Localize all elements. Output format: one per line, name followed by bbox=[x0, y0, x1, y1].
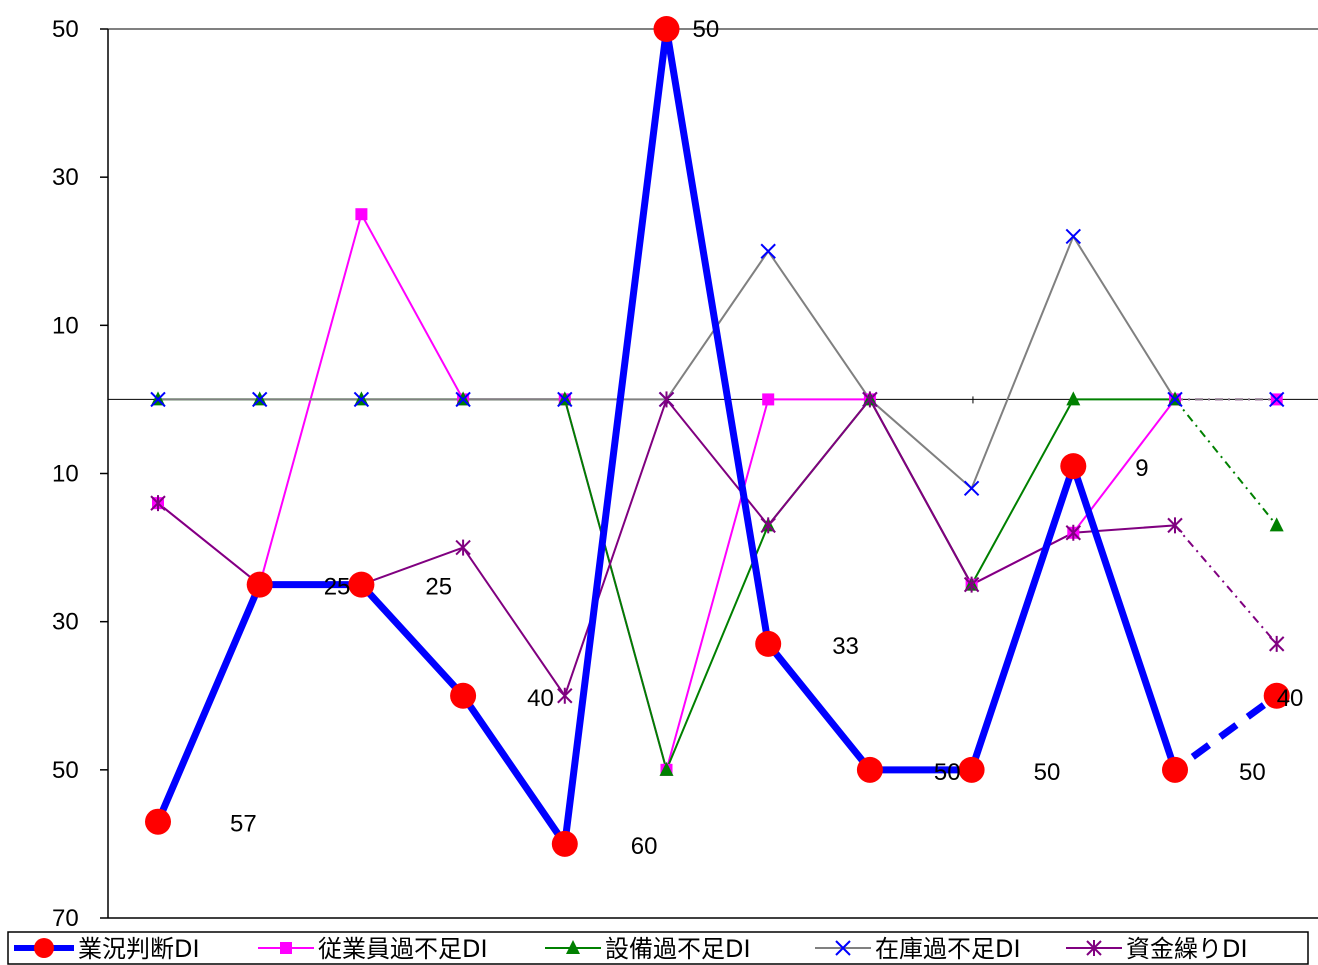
data-label: 60 bbox=[631, 833, 658, 860]
y-tick-label: 10 bbox=[52, 312, 79, 339]
legend: 業況判断DI 従業員過不足DI 設備過不足DI 在庫過不足DI 資金繰りDI bbox=[7, 931, 1309, 965]
marker-x-stroke bbox=[557, 391, 573, 408]
legend-item: 設備過不足DI bbox=[545, 935, 751, 963]
series-line bbox=[154, 28, 1179, 854]
marker-circle bbox=[551, 830, 578, 857]
series-forecast-line bbox=[1172, 692, 1279, 773]
marker-star bbox=[963, 576, 980, 593]
marker-x-stroke bbox=[835, 940, 851, 956]
legend-item: 在庫過不足DI bbox=[815, 935, 1021, 963]
y-tick-label: 30 bbox=[52, 164, 79, 191]
marker-circle bbox=[450, 682, 477, 709]
marker-x bbox=[760, 243, 776, 259]
series-markers bbox=[145, 16, 1290, 857]
legend-label: 在庫過不足DI bbox=[875, 935, 1021, 963]
series-line bbox=[157, 397, 1176, 698]
marker-x-stroke bbox=[1167, 391, 1183, 408]
marker-circle bbox=[246, 571, 273, 598]
marker-square bbox=[280, 942, 292, 954]
marker-x-stroke bbox=[251, 391, 268, 408]
marker-x bbox=[1268, 391, 1285, 408]
marker-circle bbox=[1263, 682, 1290, 709]
marker-circle bbox=[755, 630, 782, 657]
marker-star bbox=[760, 517, 776, 534]
marker-circle bbox=[1162, 756, 1188, 783]
data-label: 50 bbox=[934, 759, 961, 786]
marker-x bbox=[1065, 228, 1082, 245]
marker-circle bbox=[856, 756, 883, 783]
marker-star bbox=[1167, 517, 1183, 534]
data-label: 25 bbox=[425, 574, 452, 601]
marker-x-stroke bbox=[963, 480, 980, 497]
legend-label: 業況判断DI bbox=[78, 935, 200, 963]
y-tick-label: 30 bbox=[52, 609, 79, 636]
legend-label: 設備過不足DI bbox=[605, 935, 751, 963]
marker-star bbox=[455, 539, 471, 556]
data-label: 33 bbox=[832, 633, 859, 660]
marker-x bbox=[251, 391, 268, 408]
marker-triangle bbox=[566, 940, 580, 954]
marker-x bbox=[455, 391, 471, 408]
y-tick-label: 50 bbox=[52, 757, 79, 784]
legend-label: 従業員過不足DI bbox=[318, 935, 488, 963]
marker-x bbox=[835, 940, 851, 956]
marker-circle bbox=[348, 571, 375, 598]
marker-x bbox=[353, 391, 370, 408]
marker-x bbox=[963, 480, 980, 497]
legend-item: 従業員過不足DI bbox=[258, 935, 488, 963]
marker-star bbox=[862, 391, 878, 408]
data-label: 40 bbox=[1277, 685, 1304, 712]
marker-triangle bbox=[1269, 517, 1284, 532]
marker-x-stroke bbox=[150, 391, 166, 408]
marker-circle bbox=[653, 16, 680, 42]
marker-triangle bbox=[1066, 391, 1081, 406]
marker-x-stroke bbox=[760, 243, 776, 259]
y-axis-ticks: 50 30 10 10 30 50 70 bbox=[52, 16, 108, 932]
data-label: 25 bbox=[324, 574, 351, 601]
marker-star bbox=[1065, 524, 1082, 541]
data-label: 9 bbox=[1135, 455, 1148, 482]
y-tick-label: 50 bbox=[52, 16, 79, 43]
marker-x bbox=[1167, 391, 1183, 408]
legend-item: 業況判断DI bbox=[14, 935, 200, 963]
series-lines bbox=[154, 28, 1279, 854]
legend-label: 資金繰りDI bbox=[1126, 935, 1248, 963]
data-labels: 57 25 25 40 60 50 33 50 50 9 50 40 bbox=[230, 16, 1303, 860]
marker-star bbox=[1086, 940, 1102, 956]
y-tick-label: 10 bbox=[52, 461, 79, 488]
marker-square bbox=[762, 393, 775, 406]
data-label: 57 bbox=[230, 811, 257, 838]
marker-x bbox=[557, 391, 573, 408]
marker-square bbox=[355, 208, 368, 221]
data-label: 50 bbox=[693, 16, 720, 43]
series-line bbox=[158, 234, 1176, 490]
marker-x-stroke bbox=[455, 391, 471, 408]
marker-x-stroke bbox=[353, 391, 370, 408]
marker-circle bbox=[145, 808, 171, 835]
legend-item: 資金繰りDI bbox=[1066, 935, 1248, 963]
legend-marker-circle bbox=[34, 938, 54, 958]
marker-circle bbox=[1060, 453, 1087, 480]
marker-star bbox=[557, 687, 573, 704]
data-label: 50 bbox=[1034, 759, 1061, 786]
marker-triangle bbox=[659, 761, 674, 776]
marker-star bbox=[150, 495, 166, 512]
data-label: 40 bbox=[527, 685, 554, 712]
marker-star bbox=[658, 391, 675, 408]
y-tick-label: 70 bbox=[52, 905, 79, 932]
marker-x bbox=[150, 391, 166, 408]
series-forecast-line bbox=[1174, 524, 1278, 645]
data-label: 50 bbox=[1239, 759, 1266, 786]
marker-circle bbox=[958, 756, 985, 783]
marker-x-stroke bbox=[1268, 391, 1285, 408]
marker-x-stroke bbox=[1065, 228, 1082, 245]
series-forecast-line bbox=[1174, 398, 1278, 526]
marker-star bbox=[1268, 635, 1285, 652]
